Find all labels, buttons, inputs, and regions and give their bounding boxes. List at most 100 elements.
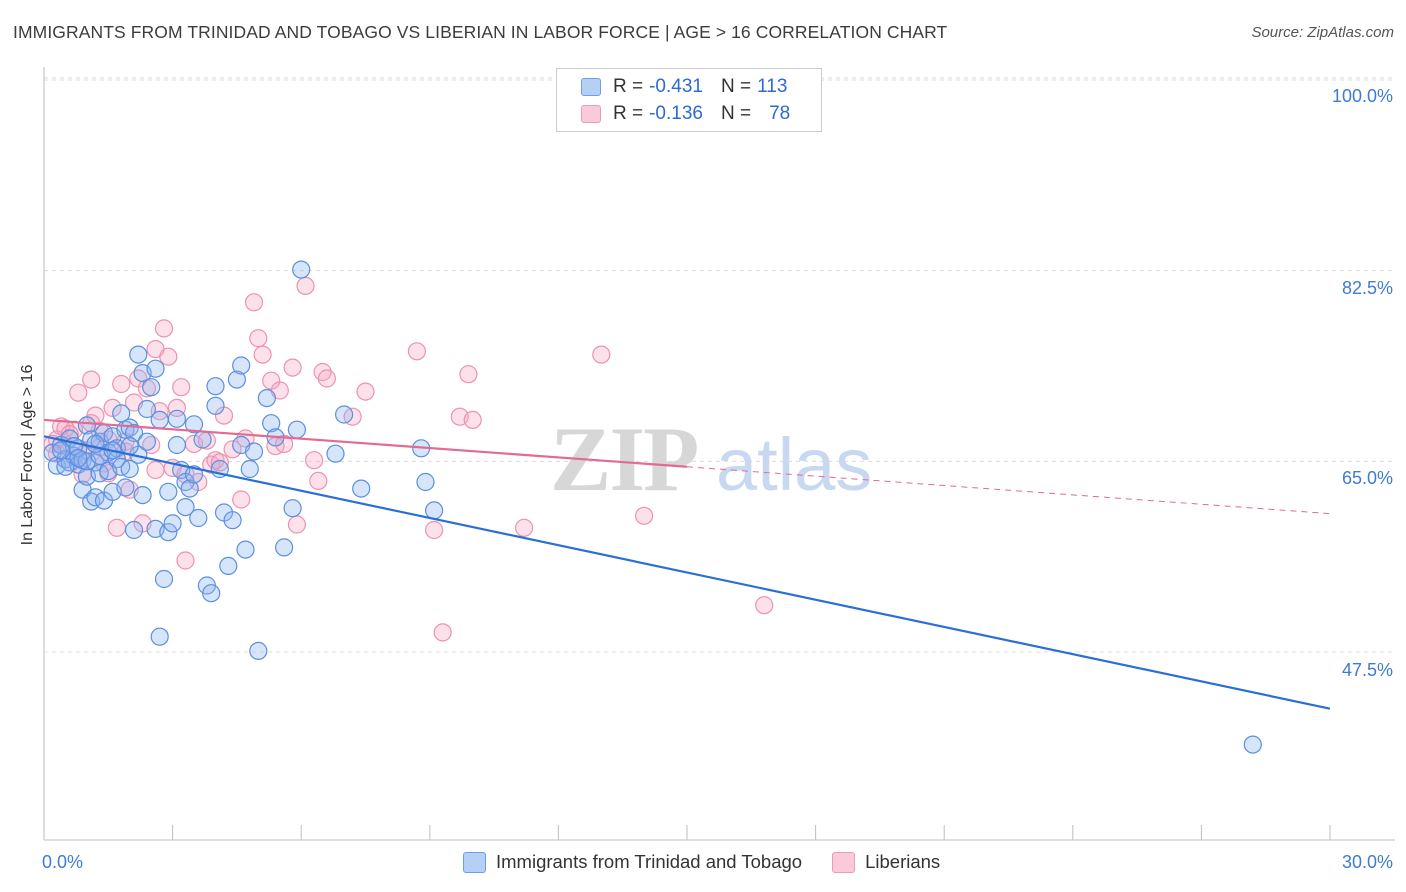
data-point bbox=[163, 514, 182, 533]
data-point bbox=[176, 498, 195, 517]
source-label: Source: ZipAtlas.com bbox=[1251, 24, 1394, 41]
legend-r-label: R = bbox=[613, 103, 644, 124]
data-point bbox=[232, 490, 251, 509]
data-point bbox=[249, 641, 268, 661]
data-point bbox=[459, 365, 478, 384]
data-point bbox=[86, 434, 105, 453]
data-point bbox=[154, 569, 174, 589]
correlation-legend: R = -0.431 N = 113 R = -0.136 N = 78 bbox=[556, 68, 822, 132]
legend-swatch-blue bbox=[581, 78, 601, 96]
data-point bbox=[257, 389, 276, 408]
data-point bbox=[159, 523, 178, 542]
data-point bbox=[305, 451, 324, 470]
data-point bbox=[120, 459, 139, 479]
data-point bbox=[129, 345, 148, 364]
data-point bbox=[287, 515, 306, 534]
data-point bbox=[150, 627, 169, 646]
data-point bbox=[407, 342, 426, 361]
series-trinidad-tobago bbox=[43, 260, 1262, 754]
data-point bbox=[167, 398, 186, 417]
data-point bbox=[296, 276, 315, 295]
data-point bbox=[159, 347, 178, 366]
trend-lines bbox=[43, 418, 1331, 710]
watermark: ZIP atlas bbox=[550, 408, 872, 510]
data-point bbox=[514, 518, 534, 537]
legend-r-value: -0.136 bbox=[649, 103, 703, 124]
data-point bbox=[184, 415, 204, 434]
data-point bbox=[146, 460, 165, 480]
series-legend: Immigrants from Trinidad and Tobago Libe… bbox=[463, 851, 940, 873]
data-point bbox=[116, 478, 135, 497]
data-point bbox=[352, 479, 371, 498]
y-tick-label-82-5: 82.5% bbox=[1341, 278, 1393, 298]
data-point bbox=[244, 442, 264, 461]
data-point bbox=[210, 453, 229, 472]
data-point bbox=[193, 430, 212, 449]
data-point bbox=[1243, 735, 1262, 754]
data-point bbox=[634, 506, 654, 525]
data-point bbox=[150, 410, 169, 429]
data-point bbox=[317, 369, 336, 388]
chart-title: IMMIGRANTS FROM TRINIDAD AND TOBAGO VS L… bbox=[13, 22, 948, 42]
y-tick-label-100: 100.0% bbox=[1331, 86, 1393, 106]
series-legend-label-pink: Liberians bbox=[865, 851, 941, 872]
data-point bbox=[227, 370, 246, 389]
data-point bbox=[172, 378, 191, 397]
data-point bbox=[283, 358, 302, 377]
series-legend-swatch-blue bbox=[463, 851, 486, 873]
legend-r-label: R = bbox=[613, 76, 644, 97]
data-point bbox=[287, 420, 306, 439]
data-point bbox=[184, 465, 204, 484]
data-point bbox=[244, 293, 264, 312]
data-point bbox=[206, 377, 225, 396]
data-point bbox=[292, 260, 311, 279]
data-point bbox=[219, 556, 238, 576]
trend-line-pink bbox=[43, 418, 688, 468]
legend-n-value: 78 bbox=[769, 103, 791, 124]
data-point bbox=[463, 410, 482, 429]
data-point bbox=[433, 623, 452, 642]
legend-r-value: -0.431 bbox=[649, 76, 703, 97]
data-point bbox=[103, 398, 122, 417]
data-point bbox=[112, 374, 131, 394]
watermark-atlas: atlas bbox=[716, 423, 872, 506]
data-point bbox=[253, 345, 272, 364]
data-point bbox=[189, 508, 208, 528]
data-point bbox=[223, 440, 242, 459]
data-point bbox=[202, 584, 221, 603]
data-point bbox=[326, 444, 345, 463]
data-point bbox=[592, 345, 611, 364]
data-point bbox=[124, 520, 144, 540]
legend-swatch-pink bbox=[581, 105, 601, 123]
data-point bbox=[283, 499, 302, 518]
data-point bbox=[69, 383, 88, 402]
y-tick-label-65: 65.0% bbox=[1341, 468, 1393, 488]
data-point bbox=[159, 482, 178, 501]
data-point bbox=[133, 486, 152, 505]
data-point bbox=[262, 414, 281, 433]
data-point bbox=[82, 370, 101, 389]
data-point bbox=[77, 416, 97, 435]
data-point bbox=[142, 378, 161, 397]
trend-line-blue bbox=[43, 435, 1331, 710]
data-point bbox=[107, 518, 127, 537]
data-point bbox=[51, 441, 71, 460]
x-tick-label-30: 30.0% bbox=[1341, 852, 1393, 872]
data-point bbox=[180, 479, 199, 498]
data-point bbox=[335, 405, 354, 424]
data-point bbox=[206, 396, 225, 415]
data-point bbox=[167, 409, 186, 428]
legend-n-label: N = bbox=[720, 76, 752, 97]
data-point bbox=[137, 432, 156, 451]
data-point bbox=[309, 471, 328, 490]
legend-n-value: 113 bbox=[757, 76, 788, 97]
data-point bbox=[176, 551, 195, 570]
legend-row-pink: R = -0.136 N = 78 bbox=[557, 101, 790, 127]
data-point bbox=[146, 359, 165, 378]
data-point bbox=[236, 540, 255, 559]
data-point bbox=[425, 520, 444, 540]
series-legend-label-blue: Immigrants from Trinidad and Tobago bbox=[496, 851, 803, 872]
data-point bbox=[755, 596, 774, 615]
data-point bbox=[137, 399, 156, 419]
